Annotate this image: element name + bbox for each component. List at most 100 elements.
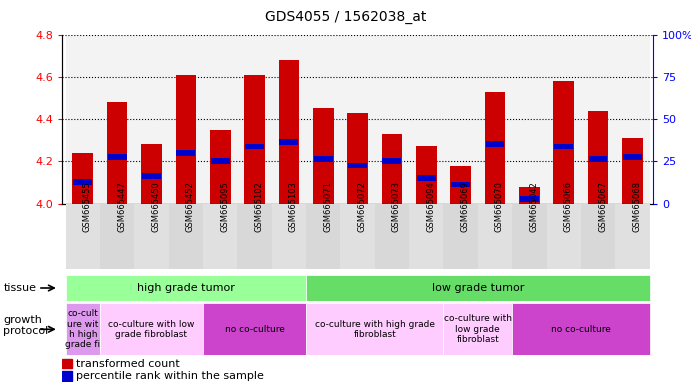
Text: GSM665094: GSM665094 — [426, 181, 435, 232]
Bar — [417, 175, 436, 181]
Bar — [383, 158, 401, 164]
Bar — [314, 156, 332, 162]
Bar — [444, 204, 477, 269]
Bar — [134, 204, 169, 269]
Bar — [451, 182, 470, 187]
Bar — [66, 275, 306, 301]
Bar — [203, 35, 238, 204]
Text: GSM665455: GSM665455 — [83, 181, 92, 232]
Text: percentile rank within the sample: percentile rank within the sample — [76, 371, 263, 381]
Bar — [553, 81, 574, 204]
Text: no co-culture: no co-culture — [225, 325, 285, 334]
Bar — [547, 35, 581, 204]
Bar — [306, 204, 341, 269]
Bar — [348, 113, 368, 204]
Bar — [451, 166, 471, 204]
Bar — [348, 162, 367, 169]
Bar — [244, 74, 265, 204]
Bar — [512, 204, 547, 269]
Bar — [66, 303, 100, 355]
Bar — [512, 35, 547, 204]
Text: GDS4055 / 1562038_at: GDS4055 / 1562038_at — [265, 10, 426, 23]
Text: GSM665452: GSM665452 — [186, 181, 195, 232]
Bar — [142, 173, 161, 179]
Bar — [279, 139, 299, 145]
Bar — [615, 35, 650, 204]
Bar — [107, 102, 127, 204]
Bar — [409, 35, 444, 204]
Text: GSM665069: GSM665069 — [461, 181, 470, 232]
Bar — [169, 35, 203, 204]
Bar — [108, 154, 126, 160]
Text: GSM665071: GSM665071 — [323, 181, 332, 232]
Text: co-culture with low
grade fibroblast: co-culture with low grade fibroblast — [108, 319, 195, 339]
Bar — [589, 156, 607, 162]
Bar — [100, 35, 134, 204]
Bar — [203, 204, 238, 269]
Bar — [176, 150, 196, 156]
Bar — [547, 204, 581, 269]
Bar — [444, 303, 512, 355]
Bar — [581, 204, 615, 269]
Bar — [66, 35, 100, 204]
Bar — [588, 111, 608, 204]
Bar — [615, 204, 650, 269]
Bar — [66, 204, 100, 269]
Bar — [210, 130, 231, 204]
Bar — [134, 35, 169, 204]
Bar — [272, 35, 306, 204]
Bar — [141, 144, 162, 204]
Bar — [73, 153, 93, 204]
Text: GSM665095: GSM665095 — [220, 181, 229, 232]
Bar — [341, 35, 375, 204]
Bar — [203, 303, 306, 355]
Bar — [176, 74, 196, 204]
Text: co-culture with
low grade
fibroblast: co-culture with low grade fibroblast — [444, 314, 512, 344]
Bar — [272, 204, 306, 269]
Bar — [278, 60, 299, 204]
Bar — [381, 134, 402, 204]
Text: co-cult
ure wit
h high
grade fi: co-cult ure wit h high grade fi — [65, 309, 100, 349]
Bar — [62, 359, 72, 368]
Text: high grade tumor: high grade tumor — [137, 283, 235, 293]
Text: tissue: tissue — [3, 283, 37, 293]
Bar — [73, 179, 92, 185]
Bar — [245, 144, 264, 149]
Text: growth
protocol: growth protocol — [3, 314, 48, 336]
Bar — [62, 371, 72, 381]
Text: GSM665068: GSM665068 — [632, 181, 641, 232]
Bar — [169, 204, 203, 269]
Bar — [623, 154, 642, 160]
Bar — [211, 158, 229, 164]
Bar — [477, 204, 512, 269]
Bar — [238, 35, 272, 204]
Bar — [444, 35, 477, 204]
Bar — [512, 303, 650, 355]
Text: GSM665072: GSM665072 — [358, 181, 367, 232]
Text: GSM665067: GSM665067 — [598, 181, 607, 232]
Bar — [313, 108, 334, 204]
Bar — [416, 147, 437, 204]
Text: GSM665073: GSM665073 — [392, 181, 401, 232]
Text: co-culture with high grade
fibroblast: co-culture with high grade fibroblast — [315, 319, 435, 339]
Bar — [341, 204, 375, 269]
Bar — [519, 187, 540, 204]
Bar — [375, 204, 409, 269]
Bar — [486, 141, 504, 147]
Bar — [238, 204, 272, 269]
Bar — [484, 91, 505, 204]
Text: GSM665042: GSM665042 — [529, 181, 538, 232]
Text: no co-culture: no co-culture — [551, 325, 611, 334]
Bar — [100, 204, 134, 269]
Bar — [581, 35, 615, 204]
Text: low grade tumor: low grade tumor — [432, 283, 524, 293]
Text: GSM665102: GSM665102 — [254, 181, 263, 232]
Bar — [306, 35, 341, 204]
Text: GSM665066: GSM665066 — [564, 181, 573, 232]
Bar — [409, 204, 444, 269]
Text: GSM665447: GSM665447 — [117, 181, 126, 232]
Text: GSM665450: GSM665450 — [151, 181, 160, 232]
Text: GSM665070: GSM665070 — [495, 181, 504, 232]
Text: GSM665103: GSM665103 — [289, 181, 298, 232]
Bar — [306, 275, 650, 301]
